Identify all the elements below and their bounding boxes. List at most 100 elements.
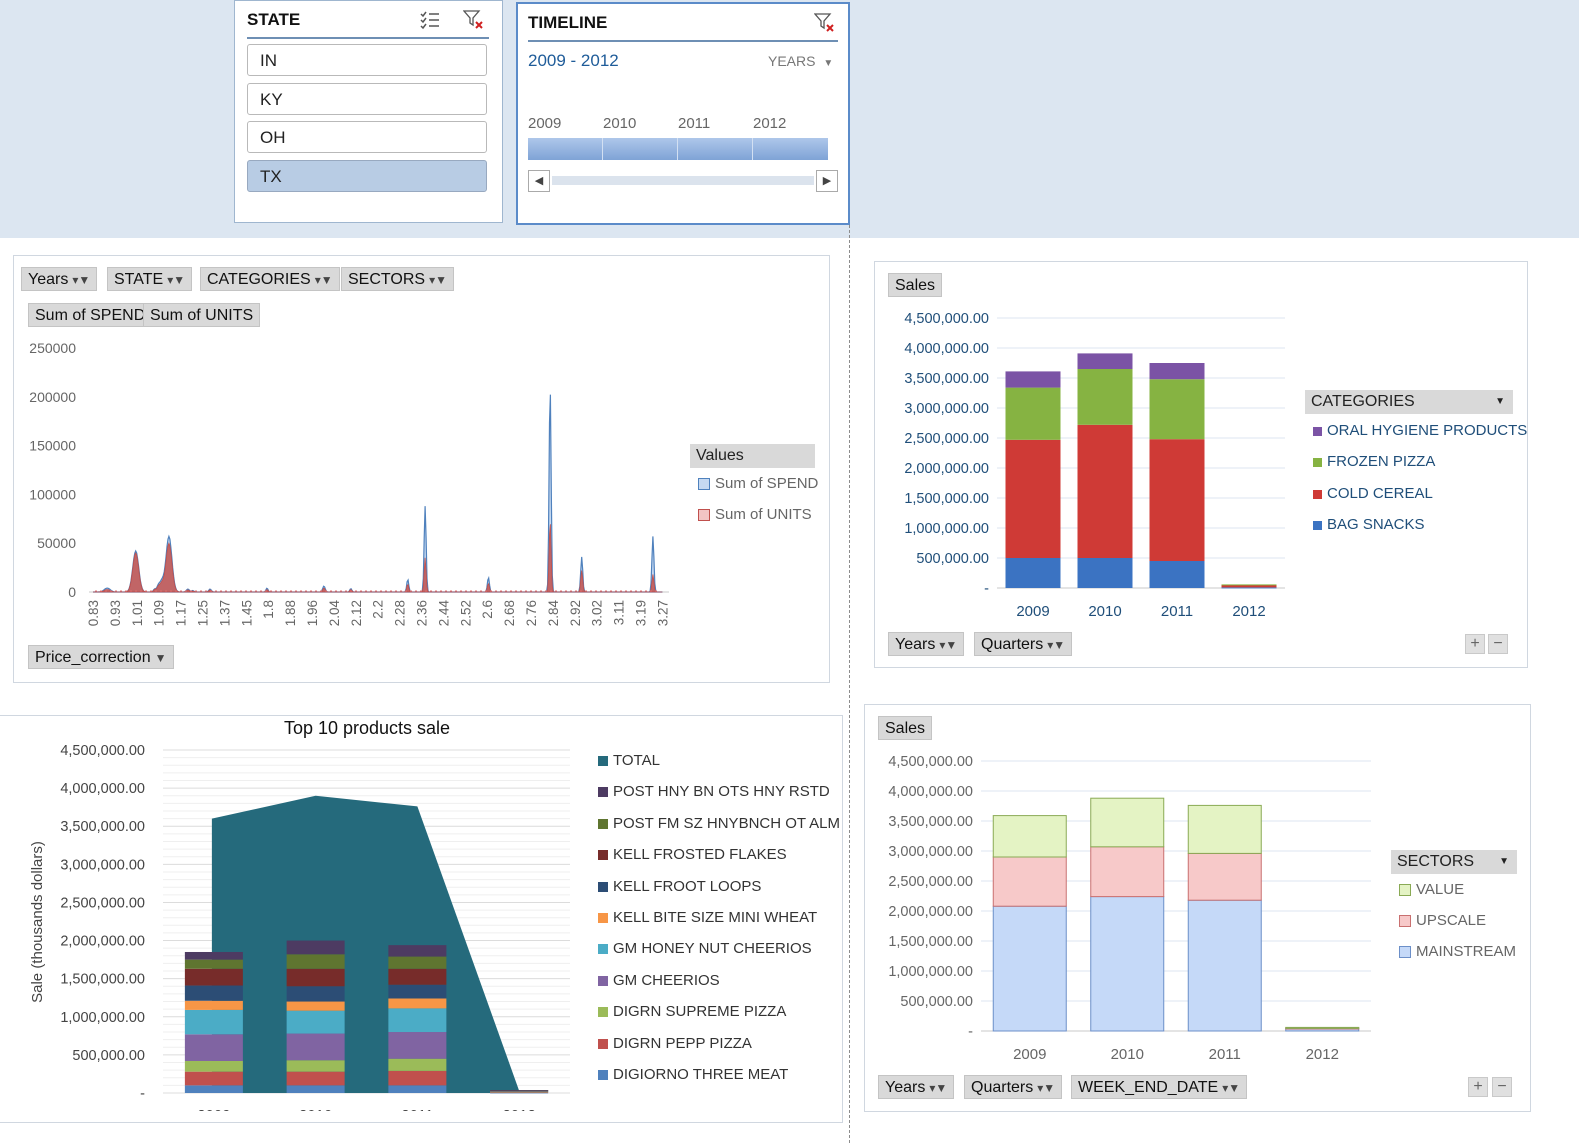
bar-oral-hygiene-products xyxy=(1149,363,1205,380)
bar-upscale xyxy=(1187,852,1262,901)
legend-label: MAINSTREAM xyxy=(1416,943,1517,960)
y-tick-label: 3,000,000.00 xyxy=(904,401,989,417)
bar-digrn-supreme-pizza xyxy=(286,1060,345,1072)
series-sum-of-units xyxy=(93,524,663,593)
legend-swatch xyxy=(598,913,608,924)
y-tick-label: 2,000,000.00 xyxy=(888,904,973,920)
chevron-down-icon: ▼ xyxy=(154,651,167,665)
y-tick-label: 200000 xyxy=(29,389,76,405)
filter-state-label: STATE xyxy=(114,271,164,288)
multi-select-icon[interactable] xyxy=(419,9,441,31)
filter-state-button[interactable]: STATE ▾▼ xyxy=(107,267,193,291)
bar-cold-cereal xyxy=(1149,439,1205,561)
y-tick-label: 1,000,000.00 xyxy=(904,521,989,537)
x-tick-label: 2010 xyxy=(1088,603,1121,620)
x-tick-label: 3.11 xyxy=(612,600,627,625)
axis-price-correction-button[interactable]: Price_correction ▼ xyxy=(28,645,174,669)
axis-quarters-button[interactable]: Quarters ▾▼ xyxy=(974,632,1073,656)
legend-swatch xyxy=(598,1007,608,1018)
scroll-thumb[interactable] xyxy=(552,176,814,185)
legend-label: DIGIORNO THREE MEAT xyxy=(613,1066,789,1083)
timeline-bar[interactable] xyxy=(528,138,828,160)
bar-value xyxy=(1090,797,1165,848)
legend-frozen-pizza: FROZEN PIZZA xyxy=(1313,453,1435,470)
sales-field-button[interactable]: Sales xyxy=(878,716,933,740)
x-tick-label: 2009 xyxy=(1016,603,1049,620)
y-tick-label: 4,500,000.00 xyxy=(904,311,989,327)
legend-mainstream: MAINSTREAM xyxy=(1399,943,1516,960)
legend-label: GM HONEY NUT CHEERIOS xyxy=(613,940,812,958)
axis-quarters-button[interactable]: Quarters ▾▼ xyxy=(964,1075,1063,1099)
timeline-year-2012: 2012 xyxy=(753,115,787,132)
x-tick-label: 1.37 xyxy=(217,600,232,626)
scroll-left-arrow-icon[interactable]: ◀ xyxy=(528,170,550,192)
filter-dropdown-icon: ▾▼ xyxy=(1222,1081,1241,1095)
y-tick-label: 150000 xyxy=(29,438,76,454)
timeline-scrollbar[interactable]: ◀ ▶ xyxy=(528,170,838,192)
x-tick-label: 2009 xyxy=(197,1107,230,1111)
bar-digiorno-three-meat xyxy=(286,1085,345,1093)
filter-years-button[interactable]: Years ▾▼ xyxy=(21,267,98,291)
timeline-slicer: TIMELINE 2009 - 2012 YEARS ▼ 2009 2010 2… xyxy=(516,2,850,225)
bar-oral-hygiene-products xyxy=(1005,371,1061,388)
timeline-range: 2009 - 2012 xyxy=(528,51,619,70)
y-tick-label: 1,500,000.00 xyxy=(60,972,145,988)
timeline-level: YEARS xyxy=(768,53,816,69)
chevron-down-icon: ▼ xyxy=(823,58,834,69)
collapse-button[interactable]: − xyxy=(1488,634,1508,654)
value-units-button[interactable]: Sum of UNITS xyxy=(143,303,261,327)
filter-sectors-button[interactable]: SECTORS ▾▼ xyxy=(341,267,454,291)
clear-filter-icon[interactable] xyxy=(813,12,836,34)
legend-bag-snacks: BAG SNACKS xyxy=(1313,516,1425,533)
slicer-item-ky[interactable]: KY xyxy=(247,83,487,115)
legend-item: KELL FROOT LOOPS xyxy=(598,878,761,895)
legend-title-sectors[interactable]: SECTORS ▼ xyxy=(1391,850,1517,874)
scroll-right-arrow-icon[interactable]: ▶ xyxy=(816,170,838,192)
y-tick-label: 1,000,000.00 xyxy=(60,1010,145,1026)
value-spend-button[interactable]: Sum of SPEND xyxy=(28,303,153,327)
slicer-item-oh[interactable]: OH xyxy=(247,121,487,153)
axis-week-end-date-button[interactable]: WEEK_END_DATE ▾▼ xyxy=(1071,1075,1248,1099)
chevron-down-icon: ▼ xyxy=(1499,856,1509,867)
axis-week-end-date-label: WEEK_END_DATE xyxy=(1078,1079,1219,1096)
clear-filter-icon[interactable] xyxy=(462,9,485,31)
x-tick-label: 1.25 xyxy=(196,600,211,626)
y-tick-label: 1,500,000.00 xyxy=(888,934,973,950)
expand-button[interactable]: + xyxy=(1468,1077,1488,1097)
categories-chart-panel: Sales 4,500,000.00 4,000,000.00 3,500,000.… xyxy=(874,261,1528,668)
x-tick-label: 2.6 xyxy=(480,600,495,619)
legend-swatch xyxy=(1313,426,1322,436)
bar-oral-hygiene-products xyxy=(1077,353,1133,369)
bar-gm-honey-nut-cheerios xyxy=(184,1009,243,1035)
sales-field-button[interactable]: Sales xyxy=(888,273,943,297)
legend-title-categories[interactable]: CATEGORIES ▼ xyxy=(1305,390,1513,414)
collapse-button[interactable]: − xyxy=(1492,1077,1512,1097)
y-tick-label: 4,500,000.00 xyxy=(60,743,145,759)
slicer-header-line xyxy=(247,37,489,39)
slicer-item-tx[interactable]: TX xyxy=(247,160,487,192)
legend-title-label: CATEGORIES xyxy=(1311,393,1415,410)
x-tick-label: 1.01 xyxy=(130,600,145,626)
legend-item: GM HONEY NUT CHEERIOS xyxy=(598,940,812,957)
timeline-year-2010: 2010 xyxy=(603,115,637,132)
legend-swatch xyxy=(598,1070,608,1081)
bar-value xyxy=(1285,1026,1360,1029)
timeline-level-dropdown[interactable]: YEARS ▼ xyxy=(768,53,833,69)
legend-label: GM CHEERIOS xyxy=(613,971,720,989)
axis-years-button[interactable]: Years ▾▼ xyxy=(888,632,965,656)
legend-label: DIGRN SUPREME PIZZA xyxy=(613,1003,787,1021)
y-axis-title: Sale (thousands dollars) xyxy=(29,841,46,1003)
timeline-year-2011: 2011 xyxy=(678,115,711,132)
sectors-bar-chart: 4,500,000.00 4,000,000.00 3,500,000.00 3,00… xyxy=(888,754,1371,1063)
slicer-item-in[interactable]: IN xyxy=(247,44,487,76)
filter-dropdown-icon: ▾▼ xyxy=(167,273,186,287)
bar-frozen-pizza xyxy=(1077,369,1133,425)
bar-mainstream xyxy=(992,905,1067,1032)
state-slicer-title: STATE xyxy=(247,10,301,29)
timeline-header-line xyxy=(528,40,838,42)
bar-mainstream xyxy=(1187,899,1262,1032)
bar-upscale xyxy=(1090,846,1165,898)
expand-button[interactable]: + xyxy=(1465,634,1485,654)
axis-years-button[interactable]: Years ▾▼ xyxy=(878,1075,955,1099)
filter-categories-button[interactable]: CATEGORIES ▾▼ xyxy=(200,267,340,291)
